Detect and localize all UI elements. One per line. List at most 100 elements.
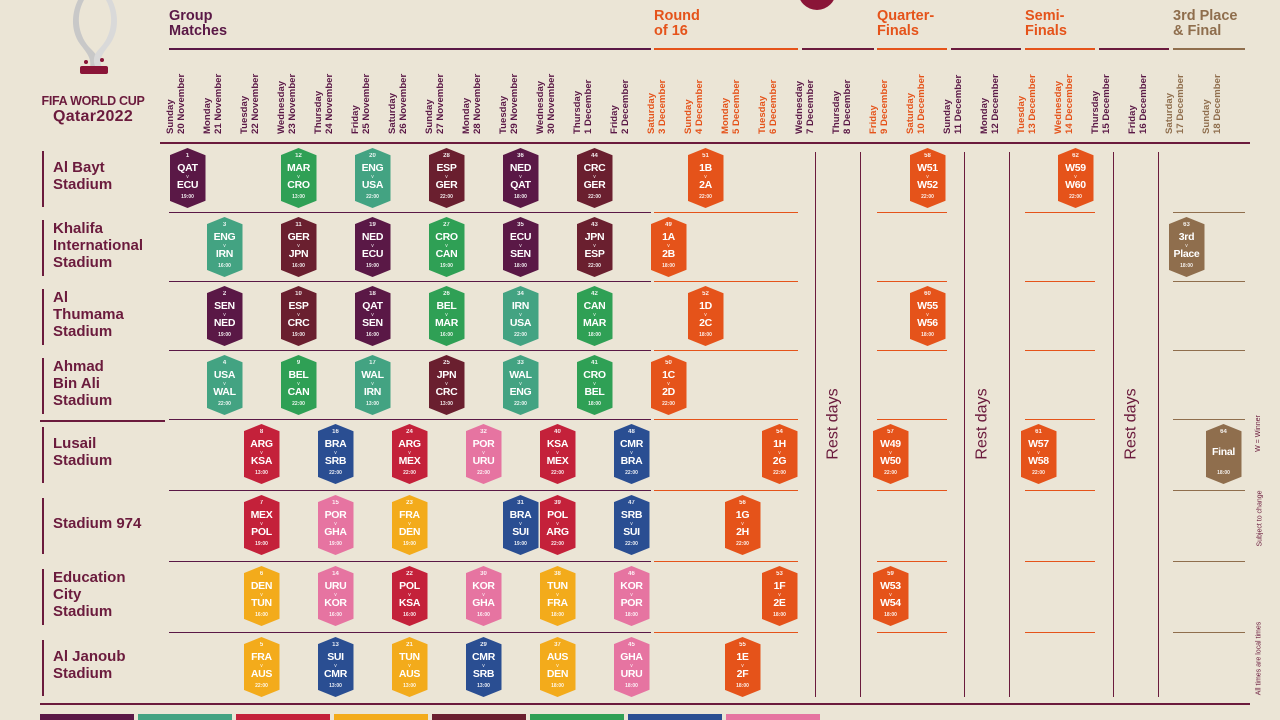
match-badge[interactable]: 30 KOR v GHA 16:00 (465, 566, 502, 626)
match-badge[interactable]: 8 ARG v KSA 13:00 (243, 424, 280, 484)
match-badge[interactable]: 26 BEL v MAR 16:00 (428, 286, 465, 346)
match-time: 22:00 (588, 263, 601, 269)
venue-bar (42, 358, 44, 414)
match-badge[interactable]: 61 W57 v W58 22:00 (1020, 424, 1057, 484)
row-separator (877, 561, 947, 562)
match-badge[interactable]: 5 FRA v AUS 22:00 (243, 637, 280, 697)
match-badge[interactable]: 22 POL v KSA 16:00 (391, 566, 428, 626)
match-time: 18:00 (884, 612, 897, 618)
match-number: 64 (1220, 429, 1227, 435)
match-team-2: SUI (623, 526, 640, 538)
match-badge[interactable]: 20 ENG v USA 22:00 (354, 148, 391, 208)
match-badge[interactable]: 44 CRC v GER 22:00 (576, 148, 613, 208)
match-vs: v (445, 381, 448, 387)
match-team-2: AUS (250, 668, 273, 680)
match-badge[interactable]: 14 URU v KOR 16:00 (317, 566, 354, 626)
match-time: 19:00 (403, 541, 416, 547)
match-badge[interactable]: 18 QAT v SEN 16:00 (354, 286, 391, 346)
match-badge[interactable]: 32 POR v URU 22:00 (465, 424, 502, 484)
match-team-2: URU (620, 668, 643, 680)
match-badge[interactable]: 50 1C v 2D 22:00 (650, 355, 687, 415)
match-badge[interactable]: 49 1A v 2B 18:00 (650, 217, 687, 277)
match-badge[interactable]: 52 1D v 2C 18:00 (687, 286, 724, 346)
match-badge[interactable]: 40 KSA v MEX 22:00 (539, 424, 576, 484)
match-badge[interactable]: 47 SRB v SUI 22:00 (613, 495, 650, 555)
match-badge[interactable]: 36 NED v QAT 18:00 (502, 148, 539, 208)
match-badge[interactable]: 48 CMR v BRA 22:00 (613, 424, 650, 484)
match-badge[interactable]: 17 WAL v IRN 13:00 (354, 355, 391, 415)
match-team-2: GHA (472, 597, 495, 609)
match-team-2: NED (213, 317, 236, 329)
match-badge[interactable]: 4 USA v WAL 22:00 (206, 355, 243, 415)
match-time: 22:00 (588, 194, 601, 200)
match-badge[interactable]: 35 ECU v SEN 18:00 (502, 217, 539, 277)
match-badge[interactable]: 12 MAR v CRO 13:00 (280, 148, 317, 208)
match-badge[interactable]: 42 CAN v MAR 18:00 (576, 286, 613, 346)
match-badge[interactable]: 11 GER v JPN 16:00 (280, 217, 317, 277)
match-vs: v (1074, 174, 1077, 180)
match-badge[interactable]: 37 AUS v DEN 18:00 (539, 637, 576, 697)
match-badge[interactable]: 59 W53 v W54 18:00 (872, 566, 909, 626)
match-number: 29 (480, 642, 487, 648)
match-badge[interactable]: 13 SUI v CMR 13:00 (317, 637, 354, 697)
match-badge[interactable]: 16 BRA v SRB 22:00 (317, 424, 354, 484)
match-badge[interactable]: 34 IRN v USA 22:00 (502, 286, 539, 346)
match-badge[interactable]: 63 3rd v Place 18:00 (1168, 217, 1205, 277)
match-badge[interactable]: 6 DEN v TUN 16:00 (243, 566, 280, 626)
match-badge[interactable]: 45 GHA v URU 18:00 (613, 637, 650, 697)
match-team-2: ESP (584, 248, 605, 260)
match-badge[interactable]: 19 NED v ECU 19:00 (354, 217, 391, 277)
match-badge[interactable]: 39 POL v ARG 22:00 (539, 495, 576, 555)
match-badge[interactable]: 38 TUN v FRA 18:00 (539, 566, 576, 626)
match-badge[interactable]: 1 QAT v ECU 19:00 (169, 148, 206, 208)
match-time: 13:00 (255, 470, 268, 476)
match-badge[interactable]: 54 1H v 2G 22:00 (761, 424, 798, 484)
match-badge[interactable]: 23 FRA v DEN 19:00 (391, 495, 428, 555)
match-badge[interactable]: 10 ESP v CRC 19:00 (280, 286, 317, 346)
match-badge[interactable]: 41 CRO v BEL 18:00 (576, 355, 613, 415)
match-badge[interactable]: 9 BEL v CAN 22:00 (280, 355, 317, 415)
match-number: 12 (295, 153, 302, 159)
match-badge[interactable]: 58 W51 v W52 22:00 (909, 148, 946, 208)
match-team-1: WAL (361, 369, 384, 381)
match-badge[interactable]: 64 Final 18:00 (1205, 424, 1242, 484)
match-time: 18:00 (551, 683, 564, 689)
date-header: Sunday 27 November (424, 58, 465, 136)
match-badge[interactable]: 55 1E v 2F 18:00 (724, 637, 761, 697)
match-team-2: SRB (472, 668, 495, 680)
match-badge[interactable]: 21 TUN v AUS 13:00 (391, 637, 428, 697)
match-badge[interactable]: 53 1F v 2E 18:00 (761, 566, 798, 626)
match-team-1: IRN (511, 300, 530, 312)
match-badge[interactable]: 28 ESP v GER 22:00 (428, 148, 465, 208)
match-badge[interactable]: 62 W59 v W60 22:00 (1057, 148, 1094, 208)
match-number: 31 (517, 500, 524, 506)
match-badge[interactable]: 7 MEX v POL 19:00 (243, 495, 280, 555)
match-badge[interactable]: 31 BRA v SUI 19:00 (502, 495, 539, 555)
match-badge[interactable]: 46 KOR v POR 18:00 (613, 566, 650, 626)
match-badge[interactable]: 3 ENG v IRN 16:00 (206, 217, 243, 277)
match-badge[interactable]: 2 SEN v NED 19:00 (206, 286, 243, 346)
header-rule (160, 142, 1250, 144)
match-number: 8 (259, 429, 264, 435)
match-badge[interactable]: 33 WAL v ENG 22:00 (502, 355, 539, 415)
match-badge[interactable]: 60 W55 v W56 18:00 (909, 286, 946, 346)
venue-label-line: Stadium (53, 602, 113, 620)
date-date: 14 December (1064, 74, 1075, 134)
match-badge[interactable]: 29 CMR v SRB 13:00 (465, 637, 502, 697)
date-day: Saturday (646, 92, 657, 134)
match-team-2: FRA (547, 597, 568, 609)
match-badge[interactable]: 24 ARG v MEX 22:00 (391, 424, 428, 484)
date-header: Tuesday 6 December (757, 58, 798, 136)
date-day: Thursday (313, 90, 324, 134)
date-header: Thursday 15 December (1090, 58, 1131, 136)
match-team-1: 1A (662, 231, 675, 243)
match-badge[interactable]: 15 POR v GHA 19:00 (317, 495, 354, 555)
match-badge[interactable]: 25 JPN v CRC 13:00 (428, 355, 465, 415)
match-badge[interactable]: 51 1B v 2A 22:00 (687, 148, 724, 208)
match-badge[interactable]: 27 CRO v CAN 19:00 (428, 217, 465, 277)
match-badge[interactable]: 43 JPN v ESP 22:00 (576, 217, 613, 277)
match-badge[interactable]: 57 W49 v W50 22:00 (872, 424, 909, 484)
date-date: 7 December (805, 79, 816, 134)
venue-bar (42, 640, 44, 696)
match-badge[interactable]: 56 1G v 2H 22:00 (724, 495, 761, 555)
